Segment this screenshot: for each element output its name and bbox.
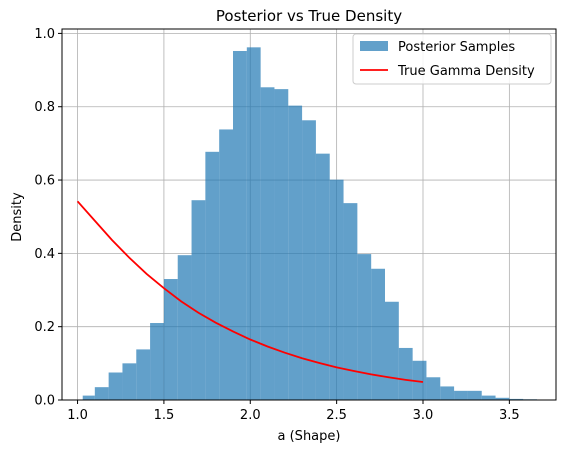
y-tick-label: 0.8 xyxy=(34,100,55,115)
x-tick-label: 3.0 xyxy=(413,408,434,423)
axes-layer xyxy=(61,28,557,401)
y-tick-label: 0.4 xyxy=(34,247,55,262)
histogram-bar xyxy=(150,323,164,400)
histogram-bar xyxy=(274,89,289,400)
histogram-bar xyxy=(481,395,496,400)
y-tick-label: 0.0 xyxy=(34,394,55,409)
x-tick-label: 1.5 xyxy=(154,408,175,423)
legend-line-label: True Gamma Density xyxy=(397,64,535,79)
legend-histogram-label: Posterior Samples xyxy=(398,40,515,55)
histogram-bar xyxy=(205,151,220,400)
histogram-bar xyxy=(329,179,344,400)
gamma-density-line xyxy=(76,200,424,383)
y-tick-label: 0.6 xyxy=(34,174,55,189)
histogram-bar xyxy=(495,397,510,400)
ticks-layer: 1.0 1.5 2.0 2.5 3.0 3.5 0.0 0.2 0.4 0.6 0.8 1.0 xyxy=(34,27,519,423)
histogram-bar xyxy=(385,301,399,400)
bars-layer xyxy=(82,47,544,401)
histogram-bar xyxy=(509,398,524,400)
histogram-bar xyxy=(108,372,123,400)
x-tick-label: 2.0 xyxy=(240,408,261,423)
histogram-bar xyxy=(467,390,482,400)
histogram-bar xyxy=(122,363,137,400)
plot-frame xyxy=(61,28,557,401)
y-tick-label: 0.2 xyxy=(34,320,55,335)
histogram-bar xyxy=(260,87,275,401)
chart-title: Posterior vs True Density xyxy=(216,7,402,25)
histogram-bar xyxy=(357,254,372,400)
histogram-bar xyxy=(426,377,441,400)
histogram-bar xyxy=(191,200,206,400)
x-tick-label: 3.5 xyxy=(499,408,520,423)
histogram-bar xyxy=(288,105,303,400)
histogram-bar xyxy=(177,255,192,400)
histogram-bar xyxy=(315,153,330,400)
histogram-bar xyxy=(371,268,385,400)
legend-histogram-swatch xyxy=(360,41,388,51)
histogram-bar xyxy=(94,387,109,400)
histogram-bar xyxy=(440,386,455,400)
x-axis-label: a (Shape) xyxy=(278,429,341,444)
y-axis-label: Density xyxy=(10,192,25,242)
histogram-bar xyxy=(412,360,427,400)
y-tick-label: 1.0 xyxy=(34,27,55,42)
x-tick-label: 2.5 xyxy=(326,408,347,423)
histogram-bar xyxy=(302,120,316,400)
histogram-bar xyxy=(219,129,233,401)
legend-frame xyxy=(352,33,552,85)
legend: Posterior Samples True Gamma Density xyxy=(352,33,552,85)
histogram-bar xyxy=(163,279,178,400)
x-tick-label: 1.0 xyxy=(67,408,88,423)
line-layer xyxy=(76,200,424,383)
histogram-bar xyxy=(343,203,358,400)
histogram-bar xyxy=(233,50,247,401)
histogram-bar xyxy=(82,395,95,400)
histogram-bar xyxy=(136,349,151,400)
histogram-bar xyxy=(398,347,413,400)
histogram-bar xyxy=(246,47,261,400)
histogram-bar xyxy=(454,390,468,400)
